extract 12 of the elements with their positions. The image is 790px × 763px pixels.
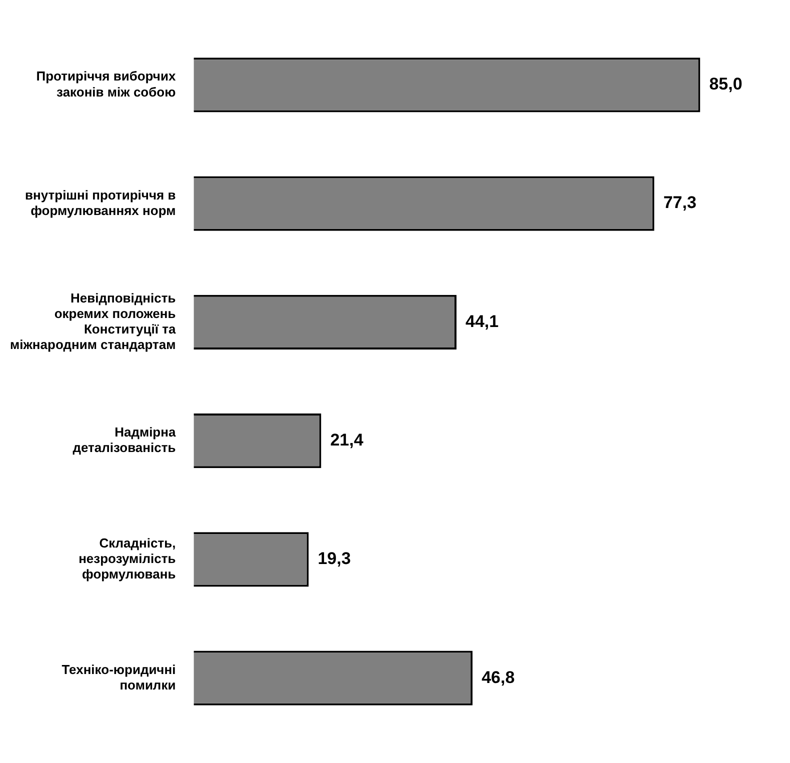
data-label: 46,8 (482, 668, 515, 687)
data-label: 85,0 (709, 74, 742, 94)
data-label: 21,4 (330, 430, 364, 450)
y-tick-label: Надмірна деталізованість (72, 424, 176, 456)
y-tick-label: Техніко-юридичні помилки (62, 662, 176, 692)
y-tick-label: внутрішні протиріччя в формулюваннях норм (25, 187, 176, 218)
y-tick-label: Невідповідність окремих положень Конституції та міжнародним стандартам (10, 290, 176, 352)
y-tick-label: Протиріччя виборчих законів між собою (36, 68, 176, 100)
data-label: 19,3 (318, 549, 351, 568)
data-label: 77,3 (663, 193, 696, 212)
y-tick-label: Складність, незрозумілість формулювань (78, 535, 176, 582)
data-label: 44,1 (465, 312, 499, 331)
